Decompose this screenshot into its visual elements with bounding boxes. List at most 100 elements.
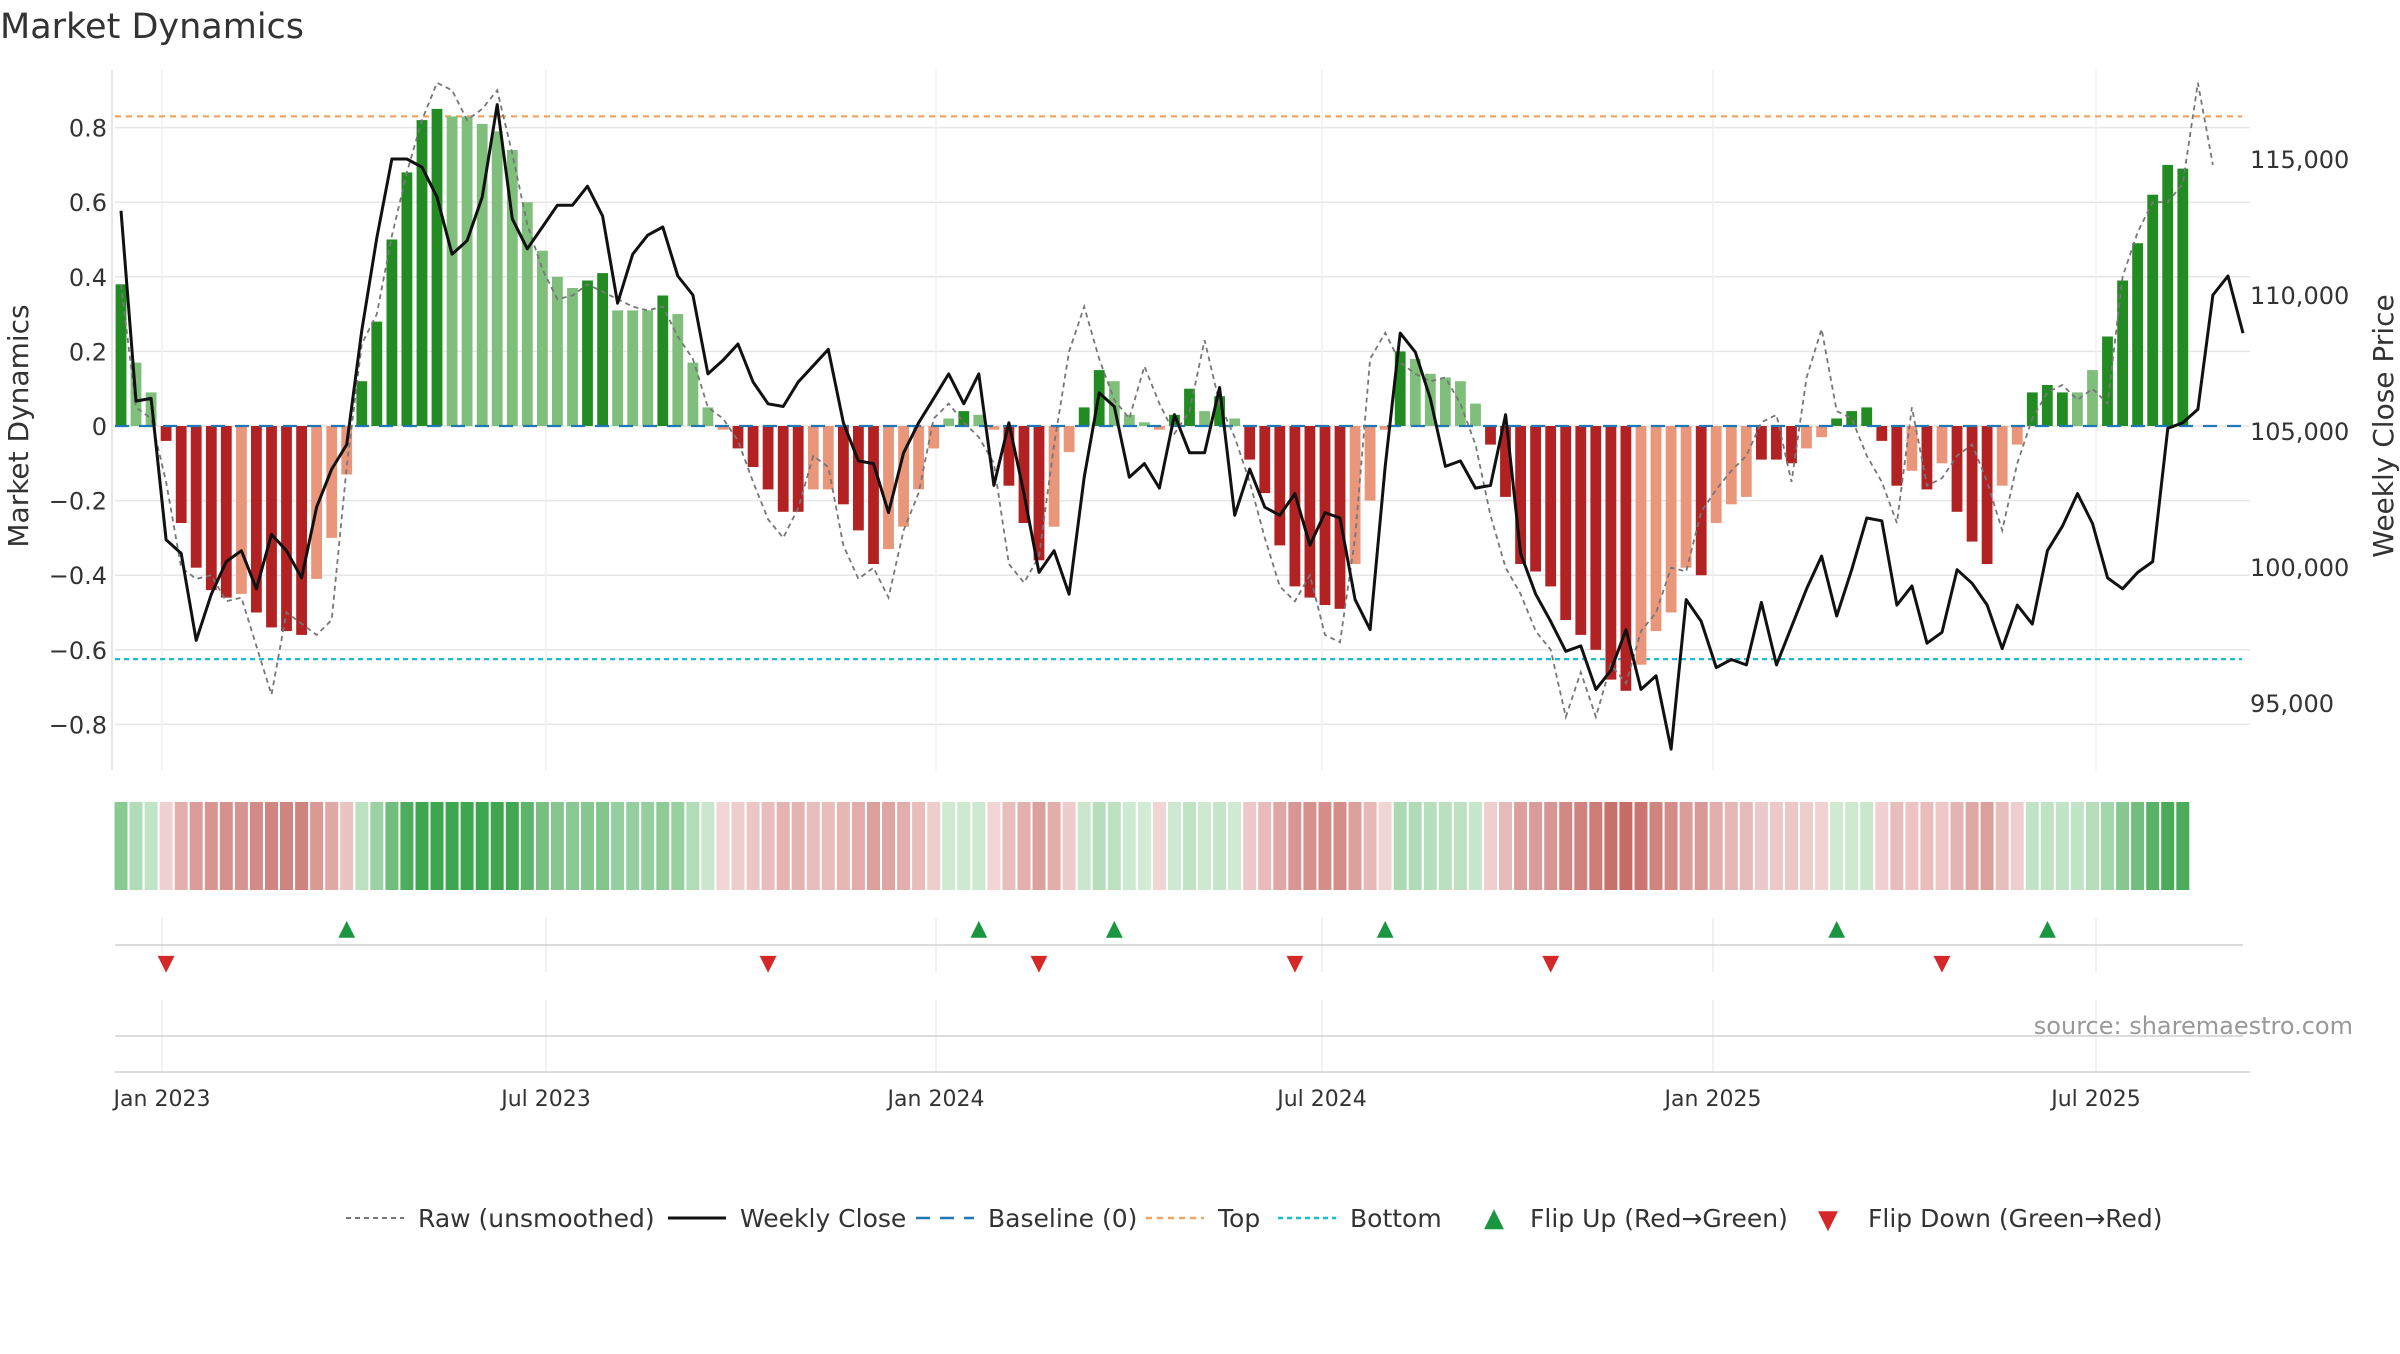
heat-strip-cell <box>325 802 339 890</box>
dynamics-bar <box>1575 426 1587 635</box>
y-tick-label: 0 <box>92 413 107 441</box>
dynamics-bar <box>431 108 443 427</box>
heat-strip-cell <box>1875 802 1889 890</box>
y-tick-label: 0.4 <box>69 264 107 292</box>
legend-flip-up-swatch: ▲ <box>1484 1203 1504 1233</box>
dynamics-bar <box>1063 426 1075 453</box>
heat-strip-cell <box>219 802 233 890</box>
dynamics-bar <box>1530 426 1541 572</box>
heat-strip-cell <box>1815 802 1829 890</box>
heat-strip-cell <box>1152 802 1166 890</box>
heat-strip-cell <box>204 802 218 890</box>
heat-strip-cell <box>1935 802 1949 890</box>
heat-strip-cell <box>1017 802 1031 890</box>
chart-title: Market Dynamics <box>0 7 304 47</box>
dynamics-bar <box>1154 426 1165 430</box>
heat-strip-cell <box>1769 802 1783 890</box>
heat-strip-cell <box>1002 802 1016 890</box>
heat-strip-cell <box>1845 802 1859 890</box>
dynamics-bar <box>1485 426 1496 445</box>
heat-strip-cell <box>1785 802 1798 890</box>
dynamics-bar <box>311 426 322 579</box>
heat-strip-cell <box>641 802 655 890</box>
dynamics-bar <box>341 426 353 475</box>
dynamics-bar <box>732 426 744 449</box>
dynamics-bar <box>1259 426 1271 494</box>
heat-strip-cell <box>1619 802 1633 890</box>
dynamics-bar <box>1455 381 1466 426</box>
x-tick-label: Jan 2023 <box>112 1087 211 1112</box>
heat-strip-cell <box>897 802 911 890</box>
dynamics-bar <box>1139 422 1150 426</box>
y2-tick-label: 100,000 <box>2250 554 2349 582</box>
dynamics-bar <box>1123 414 1135 426</box>
legend-label: Top <box>1217 1204 1260 1233</box>
dynamics-bar <box>251 426 262 613</box>
heat-strip-cell <box>1348 802 1362 890</box>
heat-strip-cell <box>445 802 459 890</box>
heat-strip-cell <box>1363 802 1377 890</box>
y2-tick-label: 105,000 <box>2250 418 2349 446</box>
heat-strip-cell <box>701 802 715 890</box>
heat-strip-cell <box>460 802 474 890</box>
heat-strip-cell <box>370 802 384 890</box>
heat-strip-cell <box>2146 802 2160 890</box>
dynamics-bar <box>1545 426 1557 587</box>
dynamics-bar <box>220 426 232 598</box>
dynamics-bar <box>386 239 398 426</box>
dynamics-bar <box>1560 426 1572 620</box>
heat-strip-cell <box>159 802 173 890</box>
heat-strip-cell <box>385 802 399 890</box>
heat-strip-cell <box>2116 802 2130 890</box>
dynamics-bar <box>1199 411 1210 426</box>
dynamics-bar <box>1725 426 1737 505</box>
dynamics-bar <box>2102 336 2113 426</box>
dynamics-bar <box>868 426 879 564</box>
dynamics-bar <box>190 426 202 568</box>
dynamics-bar <box>506 150 518 426</box>
legend-flip-down-swatch: ▼ <box>1818 1205 1838 1235</box>
flip-up-marker: ▲ <box>2039 916 2056 941</box>
y-tick-label: −0.8 <box>49 711 107 739</box>
dynamics-bar <box>2177 168 2189 426</box>
heat-strip-cell <box>867 802 880 890</box>
legend-label: Weekly Close <box>740 1204 906 1233</box>
heat-strip-cell <box>1890 802 1904 890</box>
dynamics-bar <box>1590 426 1602 650</box>
dynamics-bar <box>1033 426 1045 561</box>
heat-strip-cell <box>2086 802 2099 890</box>
heat-strip-cell <box>1664 802 1678 890</box>
heat-strip-cell <box>475 802 489 890</box>
flip-down-marker: ▼ <box>1286 951 1303 976</box>
dynamics-bar <box>627 310 639 426</box>
heat-strip-cell <box>761 802 775 890</box>
heat-strip-cell <box>1950 802 1964 890</box>
heat-strip-cell <box>927 802 941 890</box>
dynamics-bar <box>1289 426 1301 587</box>
dynamics-bar <box>160 426 172 441</box>
heat-strip-cell <box>1453 802 1467 890</box>
heat-strip-cell <box>1122 802 1136 890</box>
dynamics-bar <box>296 426 307 635</box>
dynamics-bar <box>476 123 488 427</box>
heat-strip-cell <box>129 802 143 890</box>
heat-strip-cell <box>2040 802 2054 890</box>
x-tick-label: Jul 2024 <box>1275 1087 1367 1112</box>
dynamics-bar <box>943 418 955 426</box>
y2-tick-label: 110,000 <box>2250 282 2349 310</box>
y-tick-label: 0.6 <box>69 189 107 217</box>
heat-strip-cell <box>746 802 760 890</box>
heat-strip-cell <box>1168 802 1181 890</box>
dynamics-bar <box>521 202 533 426</box>
dynamics-bar <box>1650 426 1662 632</box>
heat-strip-cell <box>1574 802 1588 890</box>
heat-strip-cell <box>1679 802 1693 890</box>
y2-tick-label: 115,000 <box>2250 146 2349 174</box>
dynamics-bar <box>1680 426 1692 568</box>
raw-unsmoothed-line <box>120 81 2214 721</box>
heat-strip-cell <box>2161 802 2175 890</box>
dynamics-bar <box>401 172 413 426</box>
y2-axis-label: Weekly Close Price <box>2367 294 2400 557</box>
dynamics-bar <box>281 426 292 632</box>
heat-strip-cell <box>265 802 278 890</box>
